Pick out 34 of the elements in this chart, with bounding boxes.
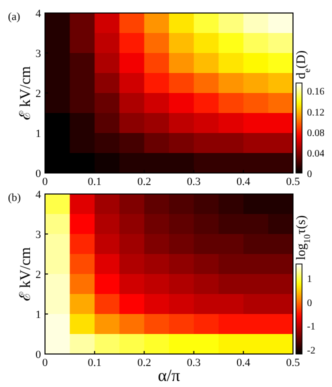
x-tick-label: 0.4 bbox=[236, 357, 251, 369]
x-tick-label: 0.1 bbox=[88, 357, 102, 369]
x-axis-title: α/π bbox=[158, 366, 181, 385]
y-tick-label: 2 bbox=[36, 269, 41, 281]
y-axis-title: ℰ kV/cm bbox=[18, 246, 34, 301]
color-bar-label: -1 bbox=[307, 322, 316, 333]
color-bar-label: 0.08 bbox=[307, 128, 324, 139]
y-tick-label: 1 bbox=[36, 128, 41, 140]
x-tick-label: 0.3 bbox=[186, 176, 202, 188]
y-tick-label: 3 bbox=[36, 48, 42, 60]
color-bar-label: 0.16 bbox=[307, 86, 324, 98]
color-bar-label: 0 bbox=[307, 298, 312, 309]
y-axis-title: ℰ kV/cm bbox=[18, 66, 34, 120]
color-bar-label: -2 bbox=[307, 345, 316, 356]
y-tick-label: 4 bbox=[36, 8, 42, 20]
color-bar-label: 0.04 bbox=[307, 148, 324, 160]
x-tick-label: 0.3 bbox=[186, 357, 202, 369]
x-tick-label: 0.2 bbox=[137, 176, 152, 188]
x-tick-label: 0.1 bbox=[88, 176, 102, 188]
chart-title: (b) bbox=[8, 192, 22, 204]
x-tick-label: 0.2 bbox=[137, 357, 152, 369]
color-bar-label: 0 bbox=[307, 169, 312, 180]
x-tick-label: 0.4 bbox=[236, 176, 251, 188]
y-tick-label: 0 bbox=[36, 349, 42, 361]
y-tick-label: 3 bbox=[36, 229, 42, 241]
x-tick-label: 0.5 bbox=[286, 176, 300, 188]
color-bar-label: 0.12 bbox=[307, 107, 324, 118]
y-tick-label: 1 bbox=[36, 309, 41, 321]
color-bar-label: 1 bbox=[307, 274, 312, 286]
chart-title: (a) bbox=[8, 11, 21, 23]
x-tick-label: 0.5 bbox=[286, 357, 300, 369]
y-tick-label: 4 bbox=[36, 189, 42, 201]
y-tick-label: 2 bbox=[36, 88, 41, 100]
y-tick-label: 0 bbox=[36, 168, 42, 180]
